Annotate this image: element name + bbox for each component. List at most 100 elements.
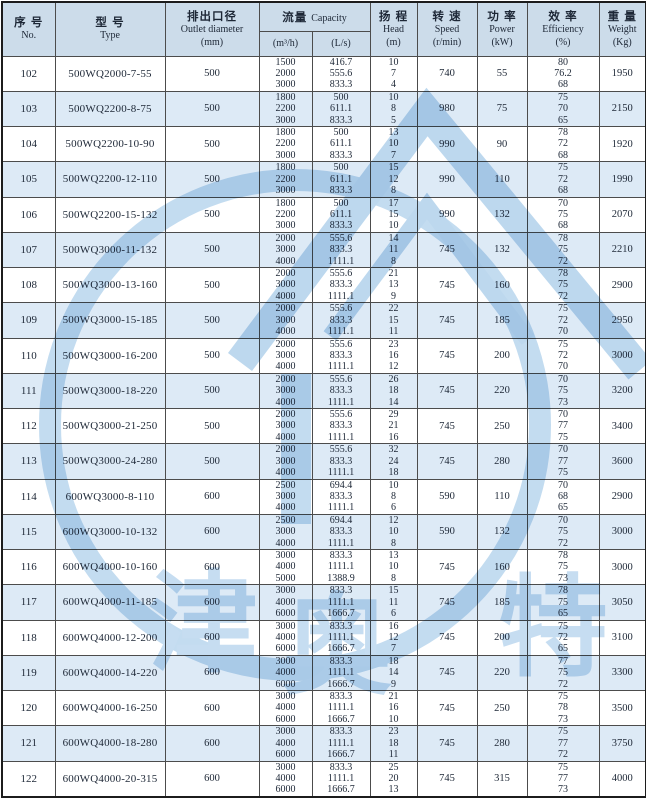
cell-efficiency-value: 73 [558,784,569,796]
cell-capacity-ls-value: 611.1 [329,208,353,220]
table-row: 108 500WQ3000-13-160 500 2000 3000 4000 555.6 8… [1,266,646,304]
cell-capacity-ls-value: 1111.1 [327,502,355,514]
cell-efficiency-value: 77 [558,455,569,467]
cell-efficiency-value: 75 [558,303,569,315]
cell-head: 15 11 6 [369,584,418,621]
col-header-head: 扬 程 Head (m) [369,1,418,57]
cell-capacity-m3h-value: 6000 [275,784,296,796]
cell-capacity-ls-value: 1666.7 [327,643,355,655]
cell-efficiency: 78 75 65 [526,584,600,621]
cell-capacity-ls: 694.4 833.3 1111.1 [311,513,371,551]
cell-head: 10 7 4 [369,55,418,92]
cell-power: 280 [476,443,528,480]
cell-capacity-ls-value: 1666.7 [327,713,355,725]
cell-capacity-m3h: 3000 4000 6000 [258,584,313,621]
cell-head-value: 25 [388,761,399,773]
cell-speed: 745 [416,302,478,339]
table-row: 115 600WQ3000-10-132 600 2500 3000 4000 694.4 8… [1,513,646,551]
cell-efficiency: 75 78 73 [526,689,600,727]
cell-efficiency: 75 72 65 [526,619,600,656]
cell-efficiency-value: 70 [558,103,569,115]
cell-type: 500WQ3000-21-250 [54,407,166,445]
cell-weight: 4000 [598,760,646,798]
cell-weight: 3050 [598,584,646,621]
cell-head-value: 15 [388,314,399,326]
col-header-efficiency-zh: 效 率 [548,10,578,23]
col-header-capacity-m3h: (m³/h) [258,30,313,57]
capacity-m3h-unit: (m³/h) [272,38,299,49]
table-row: 106 500WQ2200-15-132 500 1800 2200 3000 500 611… [1,196,646,233]
cell-outlet: 600 [164,654,260,692]
cell-type: 500WQ2200-10-90 [54,125,166,163]
cell-power: 90 [476,125,528,163]
cell-efficiency-value: 75 [558,385,569,397]
cell-capacity-m3h-value: 2000 [275,67,296,79]
cell-capacity-ls-value: 833.3 [329,490,353,502]
cell-capacity-ls-value: 1111.1 [327,561,355,573]
cell-power: 132 [476,196,528,233]
cell-capacity-ls: 555.6 833.3 1111.1 [311,337,371,374]
cell-efficiency-value: 75 [558,208,569,220]
cell-type: 500WQ3000-16-200 [54,337,166,374]
cell-head: 10 8 6 [369,478,418,515]
cell-capacity-m3h: 1500 2000 3000 [258,55,313,92]
cell-outlet: 500 [164,407,260,445]
cell-capacity-m3h: 3000 4000 6000 [258,760,313,798]
cell-capacity-m3h-value: 4000 [275,537,296,549]
cell-capacity-ls: 555.6 833.3 1111.1 [311,407,371,445]
cell-capacity-ls-value: 1111.1 [327,596,355,608]
cell-efficiency-value: 68 [558,185,569,197]
cell-efficiency-value: 72 [558,173,569,185]
cell-capacity-m3h-value: 3000 [275,761,296,773]
col-header-power: 功 率 Power (kW) [476,1,528,57]
cell-no: 113 [1,443,56,480]
cell-no: 122 [1,760,56,798]
cell-efficiency: 77 75 72 [526,654,600,692]
table-row: 120 600WQ4000-16-250 600 3000 4000 6000 833.3 1… [1,689,646,727]
table-header: 序 号 No. 型 号 Type 排出口径 Outlet diameter (m… [1,1,646,57]
cell-weight: 3400 [598,407,646,445]
cell-capacity-m3h-value: 4000 [275,290,296,302]
cell-capacity-m3h-value: 3000 [275,655,296,667]
cell-capacity-ls-value: 833.3 [329,79,353,91]
cell-type: 500WQ3000-13-160 [54,266,166,304]
cell-head-value: 14 [388,667,399,679]
cell-weight: 3100 [598,619,646,656]
col-header-speed: 转 速 Speed (r/min) [416,1,478,57]
table-row: 111 500WQ3000-18-220 500 2000 3000 4000 555.6 8… [1,372,646,410]
cell-weight: 1920 [598,125,646,163]
col-header-power-zh: 功 率 [487,10,517,23]
cell-efficiency-value: 75 [558,667,569,679]
cell-head: 21 16 10 [369,689,418,727]
cell-head-value: 6 [391,608,397,620]
cell-capacity-m3h-value: 3000 [275,314,296,326]
cell-efficiency: 70 75 72 [526,513,600,551]
cell-capacity-ls-value: 555.6 [329,67,353,79]
cell-no: 121 [1,725,56,762]
cell-capacity-m3h: 2000 3000 4000 [258,407,313,445]
cell-efficiency-value: 77 [558,737,569,749]
cell-type: 500WQ3000-11-132 [54,231,166,269]
cell-outlet: 600 [164,725,260,762]
cell-capacity-m3h-value: 2200 [275,138,296,150]
cell-capacity-m3h: 3000 4000 6000 [258,619,313,656]
cell-capacity-ls-value: 833.3 [329,585,353,597]
cell-weight: 3000 [598,337,646,374]
cell-capacity-ls-value: 1111.1 [327,431,355,443]
cell-capacity-ls-value: 833.3 [329,149,353,161]
cell-efficiency-value: 72 [558,314,569,326]
cell-efficiency-value: 70 [558,479,569,491]
cell-speed: 745 [416,760,478,798]
cell-head-value: 10 [388,479,399,491]
cell-capacity-ls: 833.3 1111.1 1388.9 [311,548,371,586]
cell-speed: 745 [416,372,478,410]
cell-capacity-ls: 555.6 833.3 1111.1 [311,302,371,339]
cell-efficiency-value: 72 [558,290,569,302]
table-row: 104 500WQ2200-10-90 500 1800 2200 3000 500 611.… [1,125,646,163]
cell-capacity-ls-value: 1111.1 [327,361,355,373]
cell-power: 250 [476,407,528,445]
cell-capacity-m3h-value: 2000 [275,373,296,385]
cell-capacity-m3h: 2000 3000 4000 [258,443,313,480]
cell-type: 600WQ4000-14-220 [54,654,166,692]
cell-speed: 745 [416,619,478,656]
